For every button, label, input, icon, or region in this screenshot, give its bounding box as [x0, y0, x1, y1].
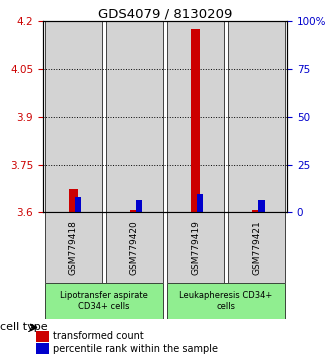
Text: Lipotransfer aspirate
CD34+ cells: Lipotransfer aspirate CD34+ cells	[60, 291, 148, 310]
Bar	[36, 343, 49, 354]
Text: Leukapheresis CD34+
cells: Leukapheresis CD34+ cells	[180, 291, 273, 310]
Bar	[167, 283, 285, 319]
Text: GSM779420: GSM779420	[130, 221, 139, 275]
Text: transformed count: transformed count	[53, 331, 144, 341]
Bar	[258, 200, 265, 212]
Text: GSM779421: GSM779421	[252, 221, 261, 275]
Bar	[36, 331, 49, 342]
Bar	[69, 189, 78, 212]
Bar	[130, 211, 139, 212]
Bar	[106, 212, 163, 283]
Bar	[167, 21, 224, 212]
Bar	[252, 211, 261, 212]
Bar	[75, 197, 82, 212]
Bar	[106, 21, 163, 212]
Bar	[167, 212, 224, 283]
Bar	[228, 212, 285, 283]
Bar	[45, 212, 102, 283]
Bar	[136, 200, 143, 212]
Text: GSM779418: GSM779418	[69, 220, 78, 275]
Bar	[197, 194, 204, 212]
Text: GSM779419: GSM779419	[191, 220, 200, 275]
Title: GDS4079 / 8130209: GDS4079 / 8130209	[98, 7, 232, 20]
Bar	[45, 283, 163, 319]
Bar	[45, 21, 102, 212]
Bar	[191, 29, 200, 212]
Text: cell type: cell type	[0, 322, 48, 332]
Text: percentile rank within the sample: percentile rank within the sample	[53, 344, 218, 354]
Bar	[228, 21, 285, 212]
